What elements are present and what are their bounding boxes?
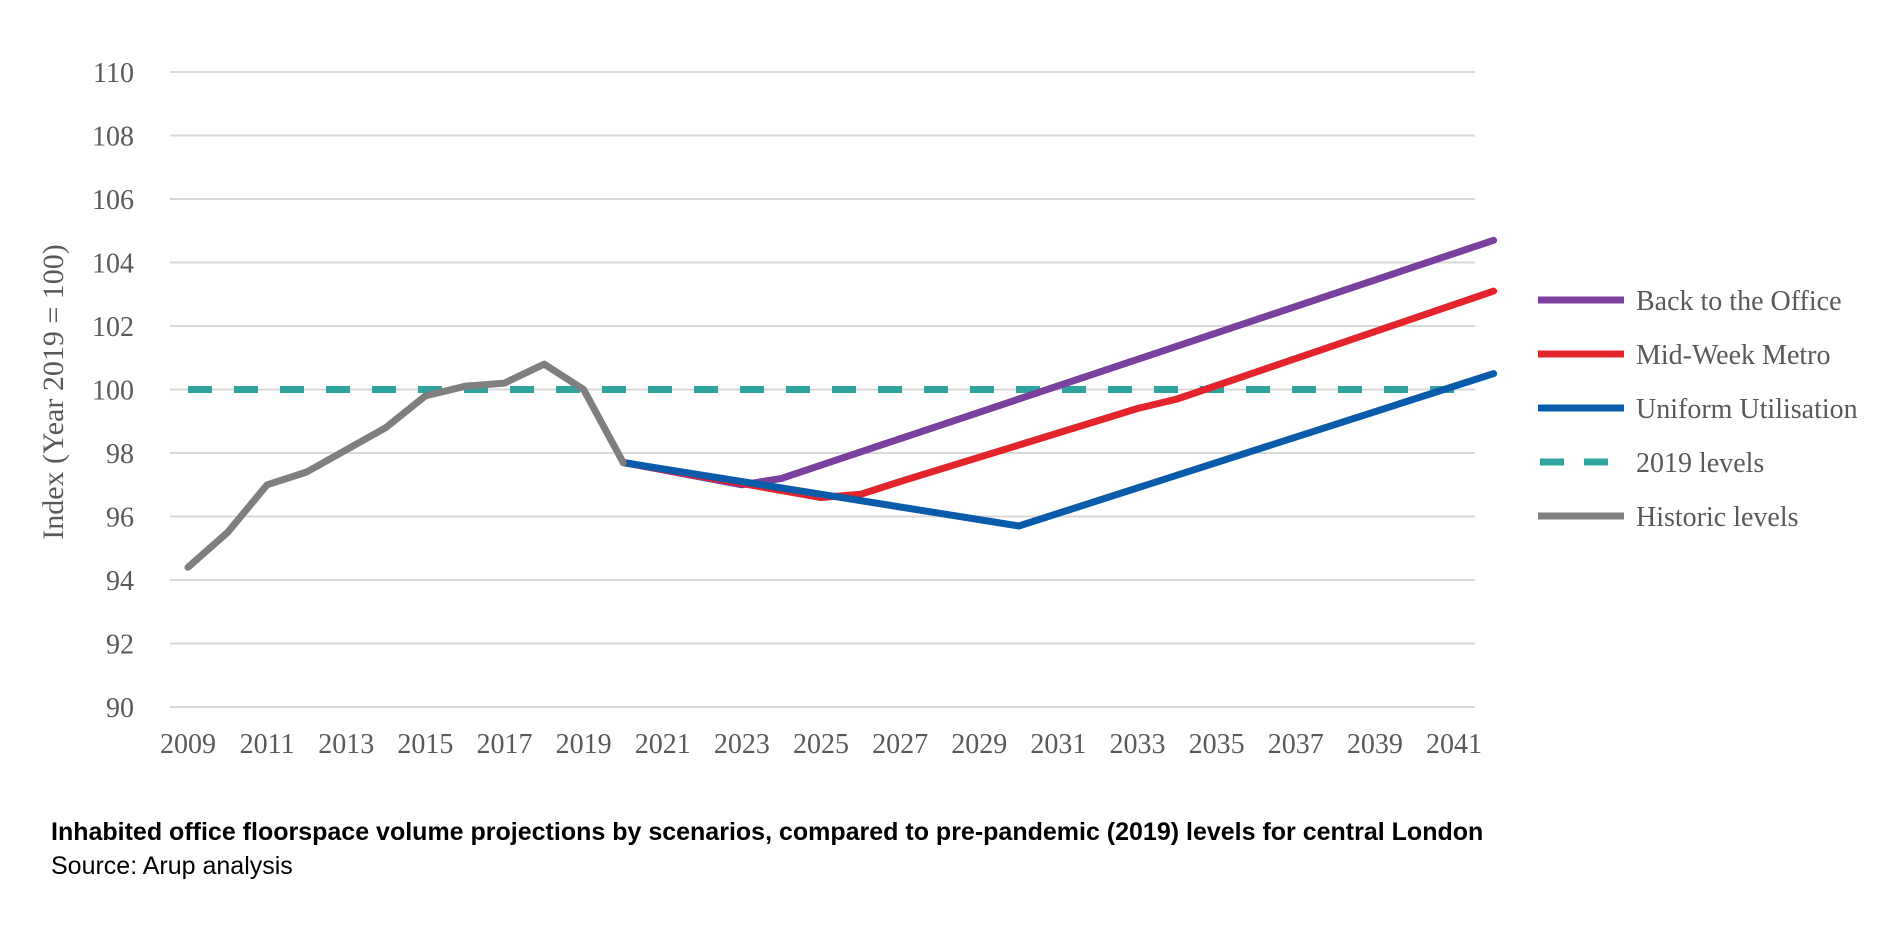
y-tick-label: 106 [92,185,134,216]
y-tick-label: 98 [106,439,134,470]
gridlines [170,71,1475,708]
line-chart: 90 92 94 96 98 100 102 104 106 108 110 2009 2011 201… [37,58,1858,760]
y-tick-label: 108 [92,122,134,153]
series-lines [184,236,1498,571]
y-tick-label: 100 [92,376,134,407]
series-line-back-to-the-office [619,236,1498,489]
x-tick-label: 2033 [1110,729,1166,760]
x-tick-label: 2039 [1347,729,1403,760]
x-tick-label: 2025 [793,729,849,760]
y-tick-label: 110 [93,58,134,89]
y-tick-label: 96 [106,503,134,534]
y-tick-label: 92 [106,630,134,661]
x-tick-label: 2027 [872,729,928,760]
x-tick-label: 2041 [1426,729,1482,760]
legend-label: Mid-Week Metro [1636,340,1830,371]
legend-label: Uniform Utilisation [1636,394,1858,425]
legend-label: 2019 levels [1636,448,1764,479]
x-tick-label: 2023 [714,729,770,760]
x-tick-label: 2037 [1268,729,1324,760]
x-tick-label: 2035 [1189,729,1245,760]
legend-label: Back to the Office [1636,286,1842,317]
legend-label: Historic levels [1636,502,1799,533]
x-tick-label: 2011 [240,729,295,760]
series-line-uniform-utilisation [619,370,1498,530]
figure-caption-source: Source: Arup analysis [51,852,293,880]
series-line-historic-levels [184,360,627,571]
figure-caption-title: Inhabited office floorspace volume proje… [51,818,1484,846]
series-line-mid-week-metro [619,287,1498,501]
y-tick-label: 90 [106,693,134,724]
x-tick-label: 2015 [397,729,453,760]
y-tick-label: 102 [92,312,134,343]
y-axis-title: Index (Year 2019 = 100) [37,244,70,540]
y-axis-tick-labels: 90 92 94 96 98 100 102 104 106 108 110 [92,58,134,724]
x-tick-label: 2017 [477,729,533,760]
x-tick-label: 2013 [318,729,374,760]
y-tick-label: 104 [92,249,134,280]
x-tick-label: 2009 [160,729,216,760]
x-axis-tick-labels: 2009 2011 2013 2015 2017 2019 2021 2023 2025 2027… [160,729,1482,760]
x-tick-label: 2021 [635,729,691,760]
x-tick-label: 2029 [951,729,1007,760]
y-tick-label: 94 [106,566,134,597]
x-tick-label: 2019 [556,729,612,760]
legend: Back to the Office Mid-Week Metro Uniform … [1538,286,1858,533]
x-tick-label: 2031 [1030,729,1086,760]
